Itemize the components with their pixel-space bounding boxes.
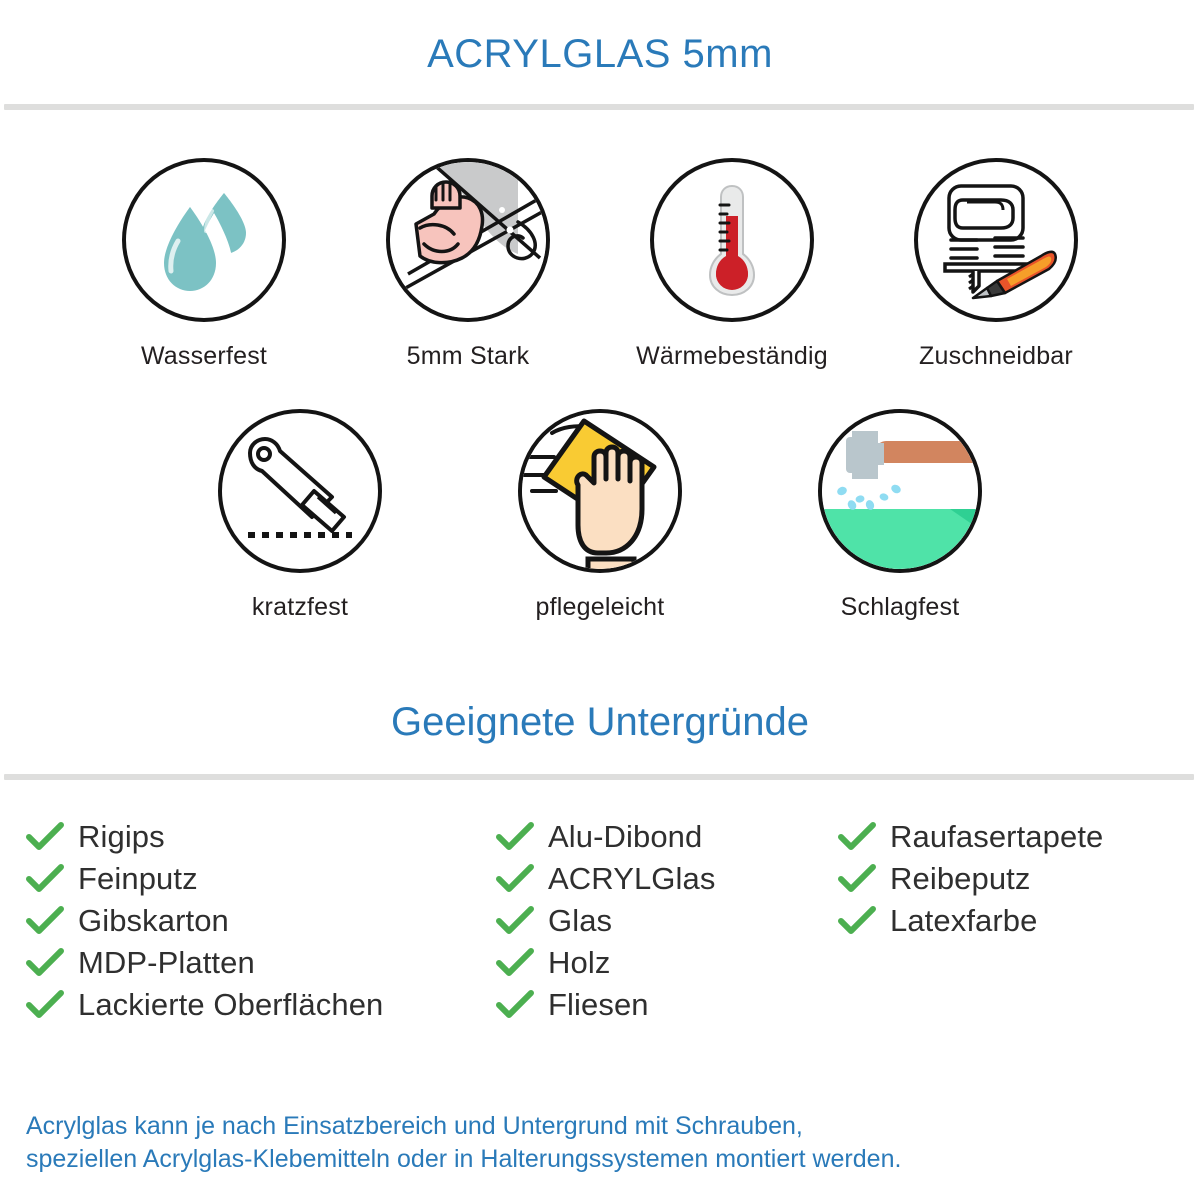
feature-label: 5mm Stark	[406, 342, 530, 370]
page-title: ACRYLGLAS 5mm	[427, 32, 773, 76]
icon-circle-zuschneidbar	[914, 158, 1078, 322]
list-item-label: Glas	[548, 903, 613, 938]
footer-note: Acrylglas kann je nach Einsatzbereich un…	[26, 1110, 1186, 1176]
check-icon	[26, 906, 64, 936]
list-item-label: Lackierte Oberflächen	[78, 987, 384, 1022]
list-item[interactable]: Feinputz	[26, 858, 496, 900]
check-icon	[838, 864, 876, 894]
substrates-divider	[4, 774, 1194, 780]
feature-label: kratzfest	[251, 593, 349, 621]
list-item-label: Latexfarbe	[890, 903, 1038, 938]
list-item[interactable]: Fliesen	[496, 984, 838, 1026]
knife-scratch-icon	[240, 435, 360, 547]
check-icon	[496, 822, 534, 852]
feature-label: Zuschneidbar	[919, 342, 1073, 370]
feature-label: Wasserfest	[140, 342, 268, 370]
check-icon	[496, 948, 534, 978]
list-item-label: Rigips	[78, 819, 165, 854]
list-item[interactable]: Rigips	[26, 816, 496, 858]
jigsaw-cutter-icon	[933, 180, 1059, 300]
feature-waermebestaendig[interactable]: Wärmebeständig	[636, 158, 828, 371]
substrate-column-3: Raufasertapete Reibeputz Latexfarbe	[838, 816, 1178, 1026]
feature-row-2: kratzfest	[0, 409, 1200, 622]
check-icon	[26, 822, 64, 852]
water-drops-icon	[152, 185, 256, 295]
substrate-checklists: Rigips Feinputz Gibskarton MDP-Platten L…	[0, 780, 1200, 1026]
list-item-label: Alu-Dibond	[548, 819, 703, 854]
feature-label: pflegeleicht	[535, 593, 665, 621]
icon-circle-5mm-stark	[386, 158, 550, 322]
list-item-label: Raufasertapete	[890, 819, 1104, 854]
check-icon	[496, 990, 534, 1020]
check-icon	[838, 822, 876, 852]
list-item[interactable]: MDP-Platten	[26, 942, 496, 984]
list-item-label: Feinputz	[78, 861, 198, 896]
list-item-label: Holz	[548, 945, 611, 980]
list-item-label: ACRYLGlas	[548, 861, 716, 896]
header-divider	[4, 104, 1194, 110]
list-item[interactable]: Latexfarbe	[838, 900, 1178, 942]
check-icon	[496, 906, 534, 936]
hand-cloth-icon	[522, 413, 678, 569]
icon-circle-wasserfest	[122, 158, 286, 322]
list-item-label: Fliesen	[548, 987, 649, 1022]
feature-label: Wärmebeständig	[636, 342, 828, 370]
substrate-column-2: Alu-Dibond ACRYLGlas Glas Holz Fliesen	[496, 816, 838, 1026]
section-title-substrates: Geeignete Untergründe	[390, 700, 810, 744]
flexed-bicep-icon	[390, 162, 546, 318]
substrate-column-1: Rigips Feinputz Gibskarton MDP-Platten L…	[26, 816, 496, 1026]
footer-note-line-2: speziellen Acrylglas-Klebemitteln oder i…	[26, 1145, 902, 1173]
icon-circle-waermebestaendig	[650, 158, 814, 322]
footer-note-line-1: Acrylglas kann je nach Einsatzbereich un…	[26, 1112, 803, 1140]
feature-pflegeleicht[interactable]: pflegeleicht	[509, 409, 691, 622]
icon-circle-schlagfest	[818, 409, 982, 573]
list-item-label: Gibskarton	[78, 903, 229, 938]
check-icon	[26, 948, 64, 978]
list-item-label: Reibeputz	[890, 861, 1031, 896]
list-item-label: MDP-Platten	[78, 945, 255, 980]
list-item[interactable]: Alu-Dibond	[496, 816, 838, 858]
check-icon	[496, 864, 534, 894]
icon-circle-pflegeleicht	[518, 409, 682, 573]
thermometer-icon	[702, 182, 762, 298]
feature-wasserfest[interactable]: Wasserfest	[113, 158, 295, 371]
check-icon	[838, 906, 876, 936]
list-item[interactable]: Reibeputz	[838, 858, 1178, 900]
feature-5mm-stark[interactable]: 5mm Stark	[377, 158, 559, 371]
hammer-impact-icon	[822, 413, 978, 569]
list-item[interactable]: Raufasertapete	[838, 816, 1178, 858]
check-icon	[26, 990, 64, 1020]
list-item[interactable]: Holz	[496, 942, 838, 984]
feature-zuschneidbar[interactable]: Zuschneidbar	[905, 158, 1087, 371]
list-item[interactable]: ACRYLGlas	[496, 858, 838, 900]
icon-circle-kratzfest	[218, 409, 382, 573]
check-icon	[26, 864, 64, 894]
list-item[interactable]: Gibskarton	[26, 900, 496, 942]
feature-schlagfest[interactable]: Schlagfest	[809, 409, 991, 622]
list-item[interactable]: Glas	[496, 900, 838, 942]
feature-kratzfest[interactable]: kratzfest	[209, 409, 391, 622]
list-item[interactable]: Lackierte Oberflächen	[26, 984, 496, 1026]
feature-label: Schlagfest	[840, 593, 960, 621]
feature-grid: Wasserfest	[0, 110, 1200, 622]
feature-row-1: Wasserfest	[0, 158, 1200, 371]
